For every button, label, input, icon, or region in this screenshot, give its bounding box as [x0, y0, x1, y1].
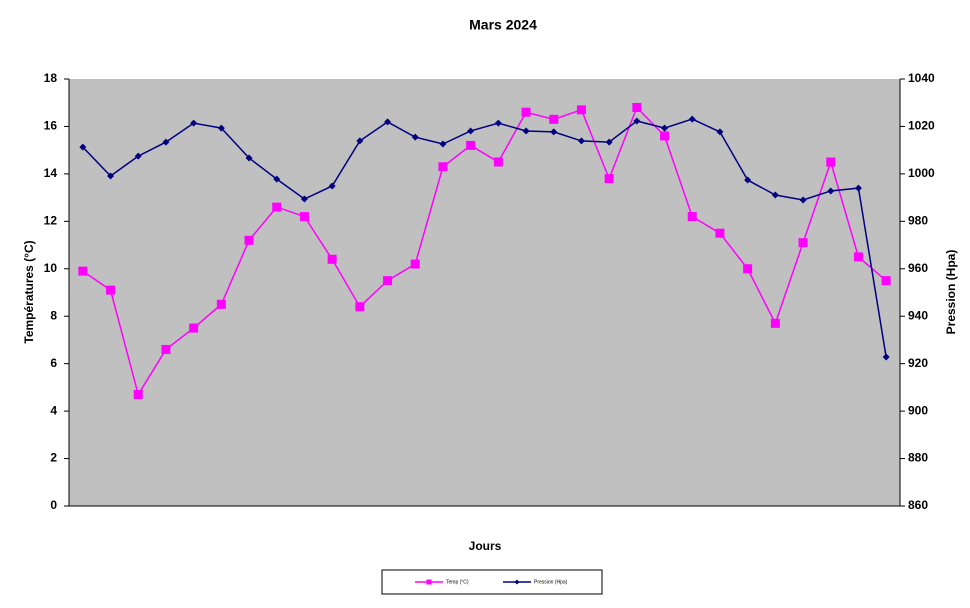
legend-marker — [426, 579, 432, 585]
y-tick-label: 16 — [44, 119, 58, 133]
data-point — [162, 138, 170, 146]
y2-tick-label: 1000 — [908, 166, 935, 180]
data-point — [715, 228, 725, 238]
data-point — [660, 131, 670, 141]
data-point — [798, 238, 808, 248]
data-point — [688, 115, 696, 123]
data-point — [632, 102, 642, 112]
y2-tick-label: 980 — [908, 214, 928, 228]
data-point — [438, 162, 448, 172]
data-point — [467, 127, 475, 135]
y2-tick-label: 1020 — [908, 119, 935, 133]
legend-label: Pression (Hpa) — [534, 579, 568, 585]
data-point — [78, 266, 88, 276]
data-point — [466, 140, 476, 150]
y-tick-label: 2 — [50, 451, 57, 465]
data-point — [300, 195, 308, 203]
data-point — [882, 353, 890, 361]
y-tick-label: 8 — [50, 308, 57, 322]
data-point — [494, 119, 502, 127]
y-tick-label: 14 — [44, 166, 58, 180]
data-point — [827, 187, 835, 195]
data-point — [853, 252, 863, 262]
data-point — [355, 302, 365, 312]
data-point — [244, 235, 254, 245]
data-point — [770, 318, 780, 328]
data-point — [716, 128, 724, 136]
data-point — [272, 202, 282, 212]
data-point — [411, 133, 419, 141]
y2-tick-label: 880 — [908, 451, 928, 465]
data-point — [327, 254, 337, 264]
data-point — [826, 157, 836, 167]
y2-tick-label: 900 — [908, 403, 928, 417]
data-point — [577, 137, 585, 145]
data-point — [79, 143, 87, 151]
data-point — [771, 191, 779, 199]
data-point — [604, 174, 614, 184]
y-tick-label: 0 — [50, 498, 57, 512]
data-point — [521, 107, 531, 117]
data-point — [743, 264, 753, 274]
series-line — [82, 106, 887, 397]
data-point — [799, 196, 807, 204]
data-point — [633, 117, 641, 125]
data-point — [550, 128, 558, 136]
data-point — [605, 138, 613, 146]
y2-tick-label: 920 — [908, 356, 928, 370]
data-point — [522, 127, 530, 135]
y2-tick-label: 940 — [908, 308, 928, 322]
legend-label: Temp (°C) — [446, 579, 469, 585]
data-point — [133, 390, 143, 400]
data-point — [744, 176, 752, 184]
data-point — [161, 344, 171, 354]
data-point — [217, 124, 225, 132]
legend-marker — [514, 579, 520, 585]
y-tick-label: 18 — [44, 71, 58, 85]
data-point — [439, 140, 447, 148]
data-point — [549, 114, 559, 124]
y-tick-label: 10 — [44, 261, 58, 275]
data-point — [299, 212, 309, 222]
y2-axis-label: Pression (Hpa) — [944, 250, 958, 335]
data-point — [493, 157, 503, 167]
data-point — [134, 152, 142, 160]
data-point — [216, 299, 226, 309]
data-point — [107, 172, 115, 180]
y-tick-label: 4 — [50, 403, 57, 417]
y2-tick-label: 960 — [908, 261, 928, 275]
data-point — [273, 175, 281, 183]
data-point — [384, 118, 392, 126]
plot-area — [69, 79, 900, 506]
y-tick-label: 12 — [44, 214, 58, 228]
y-axis-label: Températures (°C) — [22, 240, 36, 343]
y2-tick-label: 860 — [908, 498, 928, 512]
data-point — [106, 285, 116, 295]
y-tick-label: 6 — [50, 356, 57, 370]
data-point — [189, 323, 199, 333]
data-point — [383, 276, 393, 286]
data-point — [190, 119, 198, 127]
x-axis-label: Jours — [469, 539, 502, 553]
data-point — [854, 184, 862, 192]
data-point — [881, 276, 891, 286]
data-point — [410, 259, 420, 269]
data-point — [576, 105, 586, 115]
data-point — [687, 212, 697, 222]
series-line — [82, 118, 887, 358]
data-point — [356, 137, 364, 145]
chart-title: Mars 2024 — [469, 17, 537, 33]
data-point — [661, 124, 669, 132]
y2-tick-label: 1040 — [908, 71, 935, 85]
data-point — [245, 154, 253, 162]
data-point — [328, 182, 336, 190]
